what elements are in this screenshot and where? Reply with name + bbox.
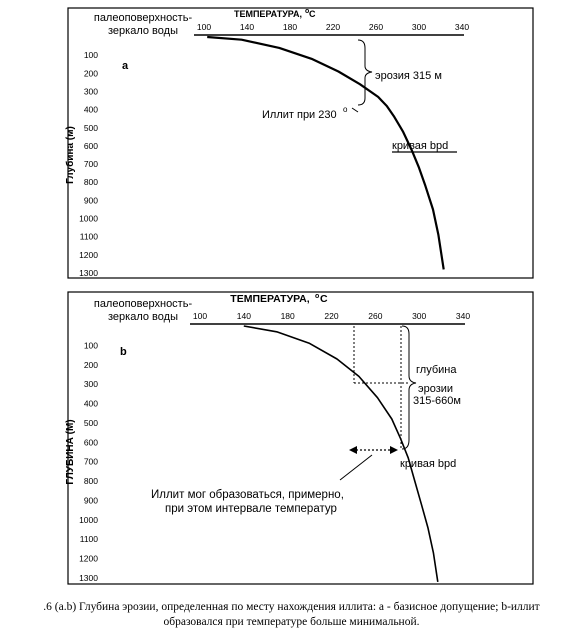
panel-b-y-tick-label: 500: [84, 418, 98, 428]
figure-caption: .6 (a.b) Глубина эрозии, определенная по…: [0, 600, 583, 630]
panel-b-y-tick-label: 1100: [80, 534, 99, 544]
panel-b-interval-arrowhead-right: [390, 446, 398, 454]
panel-b-degree-mark: o: [315, 293, 319, 300]
panel-b-water-table-label: зеркало воды: [108, 311, 178, 323]
panel-a-x-axis-unit: С: [309, 9, 316, 19]
figure-canvas: 100 140 180 220 260 300 340 100 200 300 400 500 600 7…: [64, 7, 534, 585]
panel-b-y-tick-label: 300: [84, 379, 98, 389]
panel-b-range-label: 315-660м: [413, 395, 461, 407]
panel-a-y-tick-label: 800: [84, 177, 98, 187]
panel-b-interval-arrowhead-left: [349, 446, 357, 454]
panel-a-bpd-curve: [207, 35, 445, 270]
panel-a-x-tick-label: 180: [283, 22, 297, 32]
panel-b-x-axis-unit: С: [320, 293, 328, 305]
panel-b-erosion-label: эрозии: [418, 383, 453, 395]
panel-a-y-axis-title: Глубина (м): [64, 126, 76, 184]
panel-a-erosion-label: эрозия 315 м: [375, 70, 442, 82]
panel-a-y-tick-label: 500: [84, 123, 98, 133]
panel-b-y-tick-label: 1200: [79, 554, 98, 564]
panel-b-y-tick-label: 200: [84, 360, 98, 370]
panel-b-x-axis-title: ТЕМПЕРАТУРА,: [230, 293, 309, 305]
panel-b-x-tick-label: 140: [237, 311, 251, 321]
panel-a-frame: [67, 7, 534, 279]
panel-a-y-tick-label: 600: [84, 141, 98, 151]
panel-a-illite-degree-mark: o: [343, 105, 348, 114]
panel-b-y-tick-label: 1300: [79, 573, 98, 583]
caption-line-1: .6 (a.b) Глубина эрозии, определенная по…: [43, 601, 540, 613]
panel-b-frame: [67, 291, 534, 585]
panel-b-bpd-curve: [243, 325, 439, 583]
panel-a-x-tick-label: 340: [455, 22, 469, 32]
panel-a-y-tick-label: 1300: [79, 268, 98, 278]
panel-b-depth-label: глубина: [416, 364, 457, 376]
panel-a-degree-mark: o: [305, 8, 309, 15]
panel-a-y-tick-label: 700: [84, 159, 98, 169]
panel-b-y-tick-label: 600: [84, 437, 98, 447]
panel-b-x-tick-label: 340: [456, 311, 470, 321]
panel-a-y-tick-label: 400: [84, 105, 98, 115]
panel-a-illite-pointer: [351, 107, 359, 113]
panel-a-y-tick-label: 1000: [79, 214, 98, 224]
panel-b-x-tick-label: 220: [324, 311, 338, 321]
panel-b-illite-pointer: [339, 454, 373, 481]
panel-a-letter: a: [122, 60, 129, 72]
panel-a-x-tick-label: 300: [412, 22, 426, 32]
panel-a-water-table-label: зеркало воды: [108, 25, 178, 37]
panel-a-y-tick-label: 200: [84, 68, 98, 78]
panel-a-x-tick-label: 260: [369, 22, 383, 32]
panel-b-y-tick-label: 700: [84, 457, 98, 467]
panel-b-x-tick-label: 260: [368, 311, 382, 321]
panel-a-x-axis-title: ТЕМПЕРАТУРА,: [234, 9, 302, 19]
panel-a-paleosurface-label: палеоповерхность-: [94, 12, 193, 24]
panel-b-x-tick-label: 100: [193, 311, 207, 321]
panel-b-y-tick-label: 900: [84, 495, 98, 505]
panel-a-y-tick-label: 300: [84, 86, 98, 96]
panel-a-x-tick-label: 140: [240, 22, 254, 32]
panel-a-erosion-brace: [357, 39, 373, 106]
panel-b-x-tick-label: 300: [412, 311, 426, 321]
panel-a-x-tick-label: 100: [197, 22, 211, 32]
panel-b-x-tick-label: 180: [281, 311, 295, 321]
panel-a-y-tick-label: 1100: [80, 232, 99, 242]
panel-b-y-tick-label: 1000: [79, 515, 98, 525]
panel-a-curve-label: кривая bpd: [392, 140, 448, 152]
panel-b-y-axis-title: ГЛУБИНА (М): [65, 419, 76, 484]
panel-b-paleosurface-label: палеоповерхность-: [94, 298, 193, 310]
panel-a-y-tick-label: 900: [84, 195, 98, 205]
panel-b-illite-note-line-1: Иллит мог образоваться, примерно,: [151, 489, 344, 501]
panel-b-letter: b: [120, 346, 127, 358]
caption-line-2: образовался при температуре больше миним…: [163, 616, 420, 628]
panel-b-y-tick-label: 100: [84, 340, 98, 350]
panel-b-curve-label: кривая bpd: [400, 458, 456, 470]
panel-b-y-tick-label: 400: [84, 399, 98, 409]
panel-a-y-tick-label: 100: [84, 50, 98, 60]
panel-a-illite-label: Иллит при 230: [262, 109, 337, 121]
panel-b-illite-note-line-2: при этом интервале температур: [165, 503, 337, 515]
panel-b-erosion-brace: [401, 325, 417, 450]
panel-a-y-tick-label: 1200: [79, 250, 98, 260]
panel-a-x-tick-label: 220: [326, 22, 340, 32]
panel-b-y-tick-label: 800: [84, 476, 98, 486]
